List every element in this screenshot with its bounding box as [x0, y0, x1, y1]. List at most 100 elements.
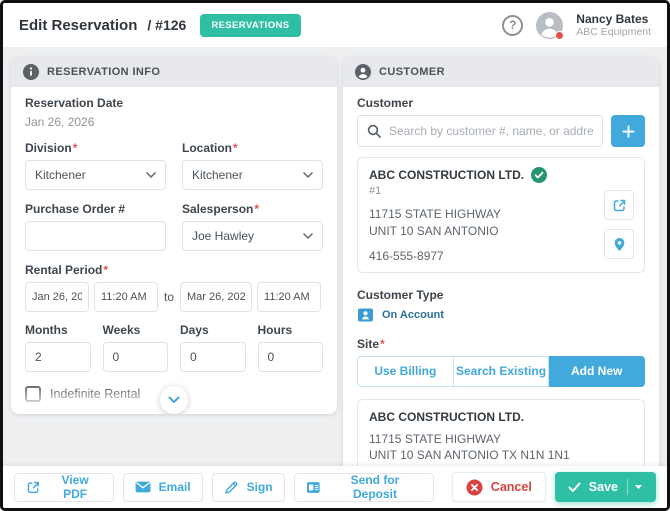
cancel-x-icon — [466, 479, 483, 495]
save-button-divider — [627, 479, 628, 495]
tab-search-existing[interactable]: Search Existing — [453, 355, 550, 387]
view-pdf-button[interactable]: View PDF — [14, 472, 114, 502]
customer-address-line2: UNIT 10 SAN ANTONIO — [369, 223, 499, 238]
division-label: Division — [25, 141, 72, 155]
search-icon — [367, 124, 381, 138]
reservation-date-value: Jan 26, 2026 — [25, 115, 95, 129]
help-icon[interactable]: ? — [502, 14, 524, 36]
customer-type-row: On Account — [357, 307, 645, 323]
map-pin-icon — [614, 237, 624, 251]
division-select[interactable]: Kitchener — [25, 160, 166, 190]
customer-panel-body: Customer — [343, 87, 659, 466]
site-tabs: Use Billing Search Existing Add New — [357, 355, 646, 387]
rental-start-date-input[interactable] — [25, 282, 89, 312]
hours-input[interactable] — [257, 342, 323, 372]
customer-panel-header: CUSTOMER — [343, 57, 659, 87]
required-mark: * — [254, 202, 260, 216]
customer-icon — [355, 64, 371, 80]
sign-label: Sign — [246, 480, 273, 494]
duration-labels-row: Months Weeks Days Hours — [25, 323, 323, 342]
customer-panel: CUSTOMER Customer — [343, 57, 659, 466]
weeks-label: Weeks — [102, 323, 141, 337]
indefinite-rental-checkbox[interactable] — [25, 386, 41, 402]
salesperson-value: Joe Hawley — [192, 229, 255, 243]
view-pdf-icon — [27, 481, 40, 493]
reservation-info-title: RESERVATION INFO — [47, 66, 161, 78]
user-meta: Nancy Bates ABC Equipment — [576, 12, 651, 39]
reservation-info-body: Reservation Date Jan 26, 2026 Division* … — [11, 87, 337, 414]
save-button[interactable]: Save — [554, 472, 656, 502]
required-mark: * — [72, 141, 78, 155]
purchase-order-input[interactable] — [25, 221, 166, 251]
location-value: Kitchener — [192, 168, 243, 182]
open-customer-button[interactable] — [604, 190, 634, 220]
page-title: Edit Reservation — [19, 16, 138, 34]
rental-start-time-input[interactable] — [94, 282, 158, 312]
site-label: Site — [357, 336, 380, 351]
months-input[interactable] — [25, 342, 91, 372]
indefinite-rental-label: Indefinite Rental — [50, 387, 141, 401]
user-name: Nancy Bates — [576, 11, 649, 26]
info-icon — [23, 64, 39, 80]
customer-search-box[interactable] — [357, 115, 603, 147]
customer-search-input[interactable] — [389, 124, 593, 138]
days-label: Days — [180, 323, 209, 337]
customer-label: Customer — [357, 96, 414, 110]
email-icon — [135, 481, 151, 493]
required-mark: * — [380, 336, 385, 351]
sign-button[interactable]: Sign — [211, 472, 285, 502]
required-mark: * — [103, 263, 109, 277]
site-address-line2: UNIT 10 SAN ANTONIO TX N1N 1N1 — [369, 448, 570, 463]
customer-card-actions — [604, 190, 634, 259]
footer-bar: View PDF Email Sign Send for Deposit — [3, 466, 667, 508]
reservation-info-header: RESERVATION INFO — [11, 57, 337, 87]
caret-down-icon — [634, 485, 643, 489]
customer-panel-title: CUSTOMER — [379, 66, 445, 78]
chevron-down-icon — [146, 172, 156, 178]
site-name: ABC CONSTRUCTION LTD. — [369, 409, 525, 424]
avatar[interactable] — [536, 11, 565, 40]
send-for-deposit-label: Send for Deposit — [350, 473, 400, 501]
site-address-line1: 11715 STATE HIGHWAY — [369, 431, 502, 446]
deposit-icon — [306, 481, 320, 493]
tab-add-new[interactable]: Add New — [549, 355, 646, 387]
customer-number: #1 — [369, 185, 382, 197]
salesperson-field: Salesperson* Joe Hawley — [182, 202, 323, 251]
chevron-down-icon — [303, 233, 313, 239]
customer-type-value: On Account — [382, 308, 444, 321]
indefinite-rental-row[interactable]: Indefinite Rental — [25, 386, 323, 402]
months-label: Months — [25, 323, 68, 337]
tab-use-billing[interactable]: Use Billing — [357, 355, 454, 387]
map-location-button[interactable] — [604, 229, 634, 259]
hours-label: Hours — [257, 323, 293, 337]
purchase-order-label: Purchase Order # — [25, 202, 126, 216]
weeks-input[interactable] — [102, 342, 168, 372]
customer-address-line1: 11715 STATE HIGHWAY — [369, 207, 502, 221]
rental-end-date-input[interactable] — [180, 282, 253, 312]
expand-section-button[interactable] — [160, 386, 188, 414]
sign-pen-icon — [224, 480, 238, 494]
days-input[interactable] — [180, 342, 246, 372]
salesperson-select[interactable]: Joe Hawley — [182, 221, 323, 251]
required-mark: * — [233, 141, 238, 155]
save-dropdown-caret[interactable] — [628, 484, 649, 490]
rental-period-label: Rental Period — [25, 263, 103, 277]
cancel-button[interactable]: Cancel — [451, 472, 546, 502]
customer-type-label: Customer Type — [357, 287, 444, 302]
rental-end-time-input[interactable] — [257, 282, 322, 312]
plus-icon — [621, 124, 635, 138]
salesperson-label: Salesperson — [182, 202, 254, 216]
save-label: Save — [588, 480, 618, 494]
reservations-badge[interactable]: RESERVATIONS — [200, 13, 301, 37]
chevron-down-icon — [303, 172, 313, 178]
purchase-order-field: Purchase Order # — [25, 202, 166, 251]
location-select[interactable]: Kitchener — [182, 160, 323, 190]
division-value: Kitchener — [35, 168, 86, 182]
customer-name: ABC CONSTRUCTION LTD. — [369, 168, 525, 182]
chevron-down-icon — [168, 396, 180, 403]
add-customer-button[interactable] — [611, 115, 645, 147]
send-for-deposit-button[interactable]: Send for Deposit — [293, 472, 434, 502]
account-badge-icon — [358, 308, 373, 322]
email-button[interactable]: Email — [122, 472, 203, 502]
rental-period-separator: to — [164, 290, 175, 304]
